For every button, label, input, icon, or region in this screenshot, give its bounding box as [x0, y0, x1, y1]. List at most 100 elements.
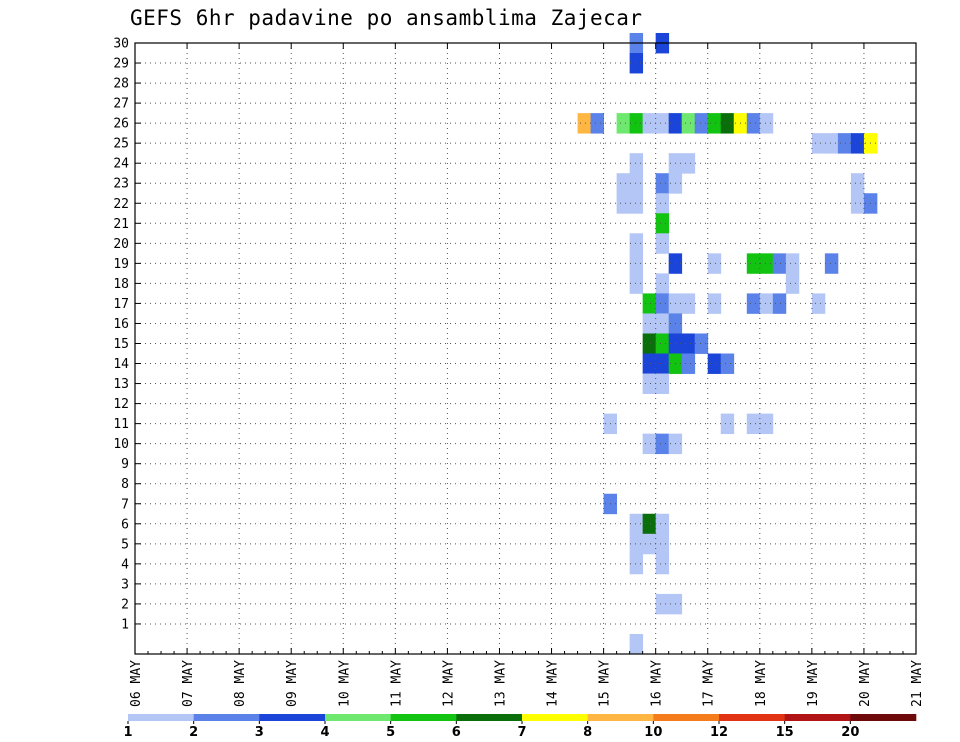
x-tick-label: 17 MAY: [702, 660, 717, 707]
x-tick-label: 12 MAY: [441, 660, 456, 707]
x-tick-label: 08 MAY: [233, 660, 248, 707]
precip-cell: [642, 533, 657, 555]
x-axis-dates: 06 MAY 07 MAY 08 MAY 09 MAY 10 MAY 11 MAY 12 M…: [129, 43, 925, 707]
precip-cell: [616, 113, 631, 134]
precip-cell: [837, 133, 852, 154]
colorbar-swatch: [193, 714, 260, 721]
precip-cell: [811, 133, 826, 154]
precip-cell: [811, 293, 826, 314]
precip-cell: [655, 373, 670, 394]
precip-cell: [590, 113, 604, 134]
precip-cell: [707, 293, 722, 314]
precip-cell: [824, 253, 839, 274]
gridlines: [135, 42, 916, 654]
precip-cell: [720, 413, 735, 435]
y-tick-label: 23: [113, 177, 129, 192]
x-tick-label: 11 MAY: [389, 660, 404, 707]
precip-cell: [629, 233, 644, 254]
precip-cell: [707, 113, 722, 134]
x-tick-label: 09 MAY: [285, 660, 300, 707]
y-tick-label: 1: [121, 617, 129, 632]
colorbar-swatch: [259, 714, 326, 721]
precip-cell: [694, 333, 709, 354]
precip-cell: [746, 413, 761, 435]
colorbar-legend: 1 2 3 4 5 6 7 8 10 12 15 20: [123, 714, 917, 740]
precip-cell: [629, 533, 644, 555]
y-tick-label: 26: [113, 117, 129, 132]
colorbar-swatch: [456, 714, 523, 721]
colorbar-swatch: [587, 714, 654, 721]
precip-cell: [642, 433, 657, 455]
y-tick-label: 16: [113, 317, 129, 332]
y-axis-members: 1234567891011121314151617181920212223242…: [113, 37, 916, 632]
precip-cell: [655, 293, 670, 314]
precip-cell: [642, 113, 657, 134]
precip-cell: [681, 153, 696, 174]
y-tick-label: 4: [121, 557, 129, 572]
x-tick-label: 21 MAY: [910, 660, 925, 707]
precip-cell: [616, 173, 631, 194]
y-tick-label: 9: [121, 457, 129, 472]
precip-cell: [616, 193, 631, 214]
y-tick-label: 19: [113, 257, 129, 272]
colorbar-swatch: [390, 714, 457, 721]
x-tick-label: 20 MAY: [858, 660, 873, 707]
colorbar-label: 20: [841, 725, 859, 740]
precip-cell: [655, 173, 670, 194]
colorbar-label: 1: [123, 725, 132, 740]
precip-cell: [655, 553, 670, 575]
precip-cell: [759, 113, 774, 134]
colorbar-label: 6: [452, 725, 461, 740]
x-tick-label: 14 MAY: [546, 660, 561, 707]
precip-cell: [850, 193, 865, 214]
colorbar-label: 3: [255, 725, 264, 740]
precip-cell: [629, 633, 644, 655]
precip-cell: [629, 253, 644, 274]
y-tick-label: 12: [113, 397, 129, 412]
precip-cell: [746, 253, 761, 274]
y-tick-label: 5: [121, 537, 129, 552]
precip-cell: [629, 113, 644, 134]
chart-title: GEFS 6hr padavine po ansamblima Zajecar: [130, 6, 643, 30]
precip-cell: [629, 273, 644, 294]
colorbar-label: 2: [189, 725, 198, 740]
colorbar-label: 4: [320, 725, 329, 740]
precip-cell: [681, 113, 696, 134]
precip-cell: [759, 253, 774, 274]
precip-cell: [772, 293, 787, 314]
precip-cell: [655, 233, 670, 254]
y-tick-label: 13: [113, 377, 129, 392]
x-tick-label: 16 MAY: [650, 660, 665, 707]
precip-cell: [629, 153, 644, 174]
y-tick-label: 30: [113, 37, 129, 52]
x-tick-label: 07 MAY: [181, 660, 196, 707]
precip-cell: [759, 413, 774, 435]
colorbar-label: 8: [583, 725, 592, 740]
precip-cell: [824, 133, 839, 154]
y-tick-label: 28: [113, 77, 129, 92]
x-tick-label: 10 MAY: [337, 660, 352, 707]
precip-cell: [655, 593, 670, 615]
precip-cell: [655, 193, 670, 214]
precip-cell: [720, 353, 735, 374]
y-tick-label: 11: [113, 417, 129, 432]
y-tick-label: 22: [113, 197, 129, 212]
precip-cell: [785, 273, 800, 294]
precip-cell: [772, 253, 787, 274]
plot-frame: [134, 42, 917, 655]
y-tick-label: 20: [113, 237, 129, 252]
precip-cell: [850, 133, 865, 154]
colorbar-swatch: [784, 714, 851, 721]
precip-cell: [642, 353, 657, 374]
y-tick-label: 18: [113, 277, 129, 292]
precip-cell: [707, 253, 722, 274]
precip-cell: [655, 273, 670, 294]
precip-cell: [655, 513, 670, 535]
y-tick-label: 2: [121, 597, 129, 612]
precip-cell: [746, 113, 761, 134]
precip-cell: [642, 513, 657, 535]
y-tick-label: 3: [121, 577, 129, 592]
precip-cell: [655, 213, 670, 234]
colorbar-swatch: [850, 714, 917, 721]
